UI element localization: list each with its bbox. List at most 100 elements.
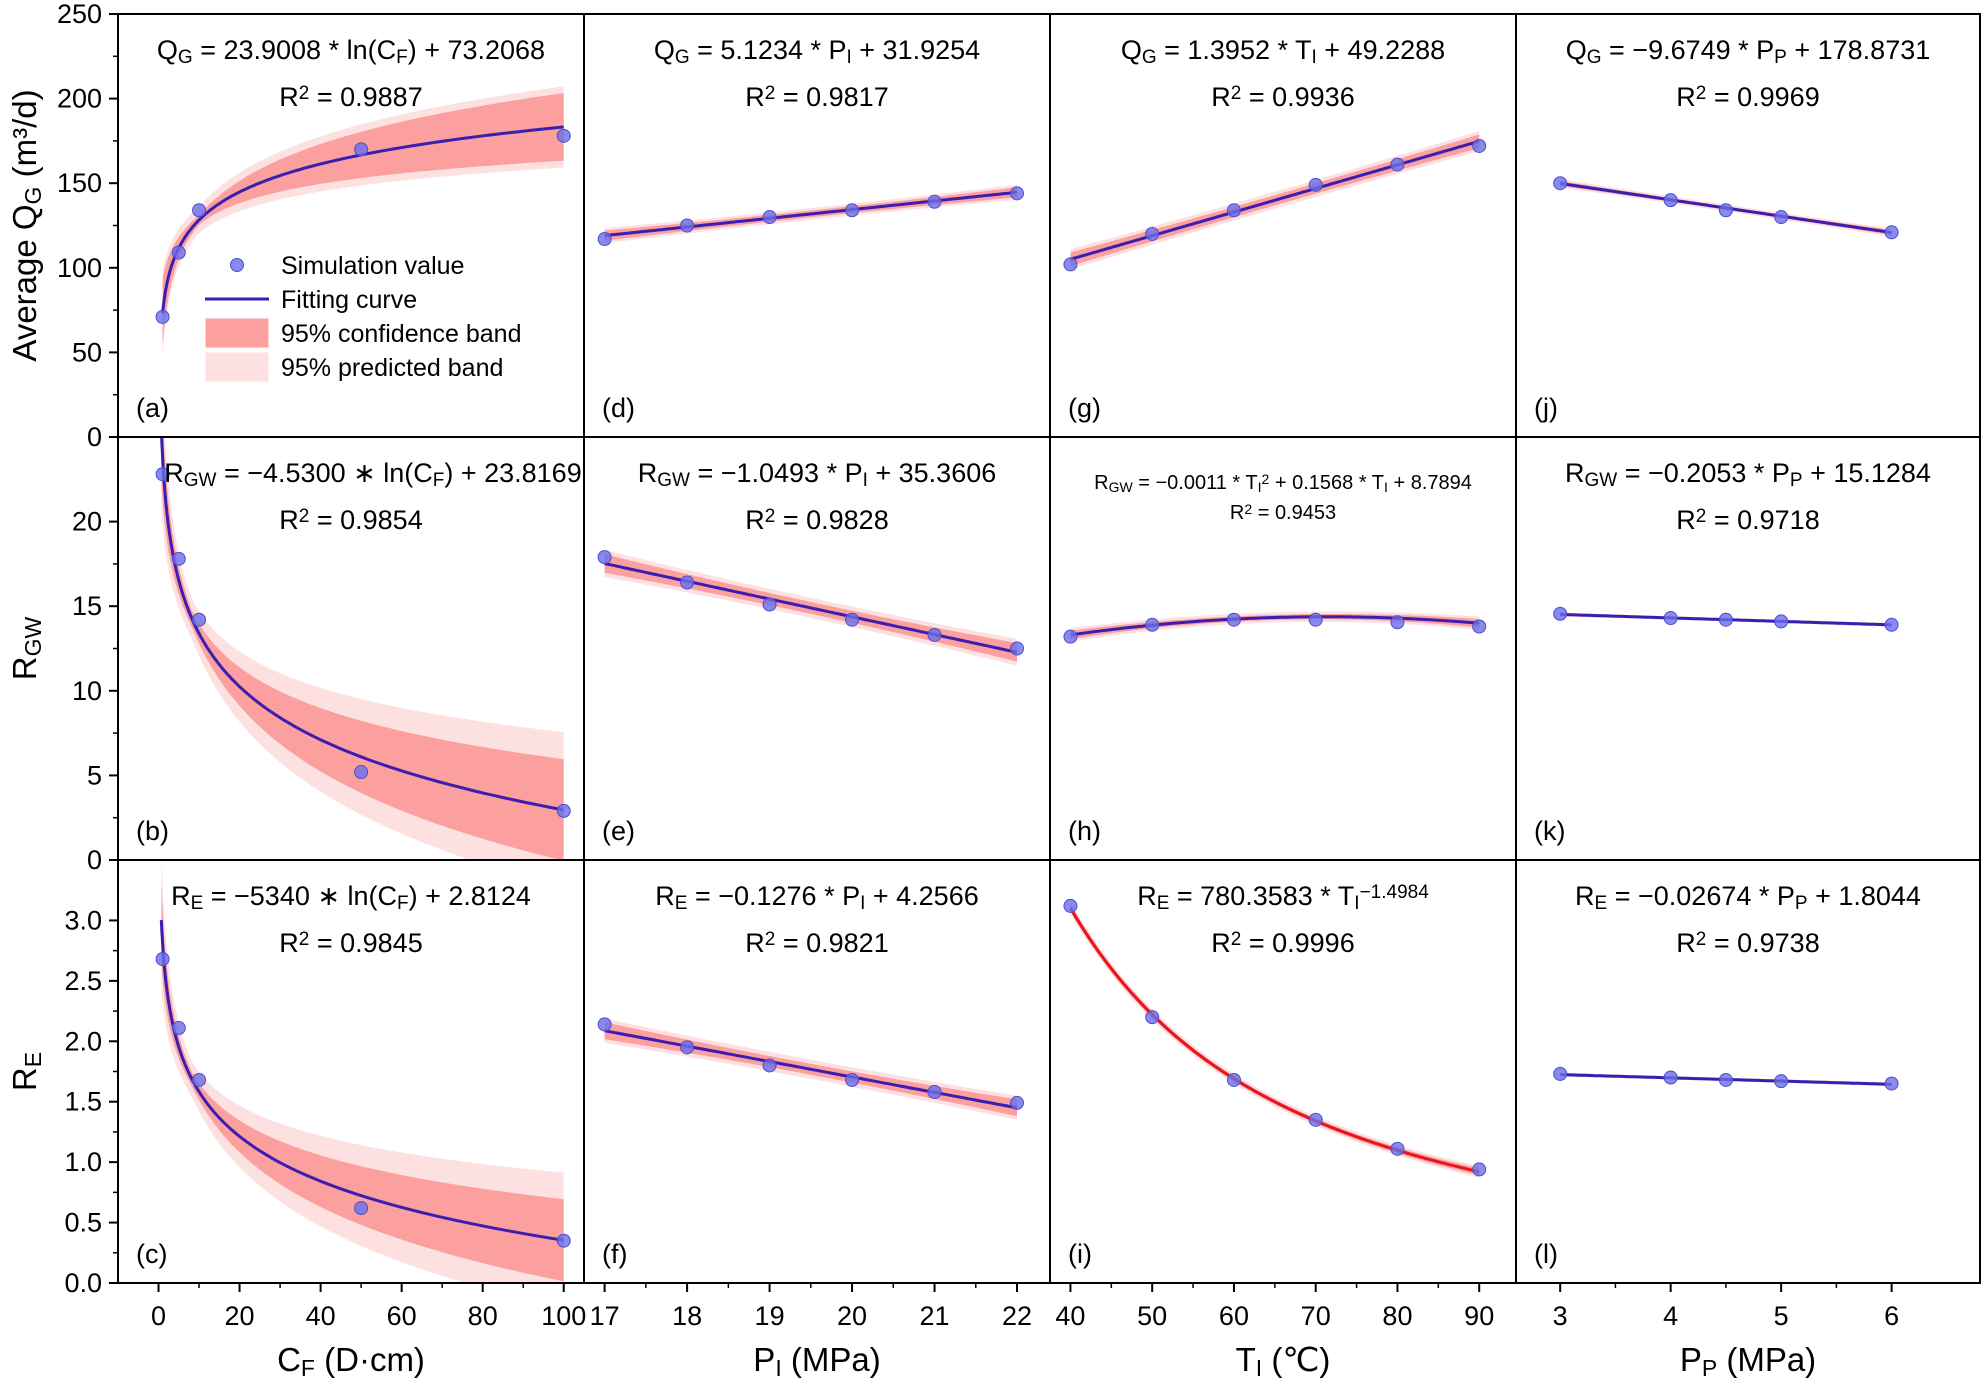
- equation-g-part: G: [1142, 47, 1157, 68]
- confidence-band-h: [1070, 614, 1480, 640]
- r-squared-l: R2 = 0.9738: [1676, 928, 1819, 958]
- r-squared-d: R2 = 0.9817: [745, 82, 888, 112]
- data-point-k: [1663, 611, 1678, 626]
- y-title-sub: G: [20, 187, 46, 205]
- equation-l-part: R: [1575, 881, 1595, 911]
- data-point-i: [1390, 1141, 1405, 1156]
- x-tick-label: 0: [151, 1301, 166, 1331]
- r2-exponent: 2: [765, 929, 776, 950]
- equation-i-part: −1.4984: [1360, 882, 1430, 903]
- data-point-e: [597, 550, 612, 565]
- x-axis-title-col-0: CF (D·cm): [277, 1341, 425, 1381]
- fitting-curve-d: [604, 190, 1018, 238]
- y-title-main: Average Q: [6, 204, 43, 361]
- equation-l-part: + 1.8044: [1808, 881, 1921, 911]
- data-point-h: [1063, 629, 1078, 644]
- r2-value: 0.9817: [806, 82, 889, 112]
- fitting-curve-f: [604, 1029, 1018, 1110]
- data-point-l: [1774, 1074, 1789, 1089]
- fitting-curve-a: [161, 125, 564, 314]
- x-tick-label: 90: [1464, 1301, 1494, 1331]
- data-point-c: [171, 1020, 186, 1035]
- y-tick-label: 0.0: [64, 1268, 102, 1298]
- r2-value: 0.9969: [1737, 82, 1820, 112]
- equation-d-part: G: [675, 47, 690, 68]
- y-tick-label: 5: [87, 760, 102, 790]
- legend-label: 95% confidence band: [281, 320, 521, 348]
- equation-e-part: = −1.0493 * P: [690, 458, 863, 488]
- data-point-j: [1663, 193, 1678, 208]
- equation-c-part: R: [171, 881, 191, 911]
- x-tick-label: 80: [1382, 1301, 1412, 1331]
- panel-label-k: (k): [1534, 816, 1565, 846]
- equation-a-part: F: [396, 47, 408, 68]
- legend-swatch-icon: [204, 351, 270, 383]
- data-point-j: [1774, 210, 1789, 225]
- equation-a-part: G: [178, 47, 193, 68]
- equation-h: RGW = −0.0011 * TI2 + 0.1568 * TI + 8.78…: [1094, 471, 1472, 495]
- equation-l-part: = −0.02674 * P: [1607, 881, 1795, 911]
- equation-j-part: + 178.8731: [1787, 35, 1930, 65]
- equation-k-part: = −0.2053 * P: [1617, 458, 1790, 488]
- x-tick-label: 70: [1301, 1301, 1331, 1331]
- r2-equals: =: [775, 928, 806, 958]
- data-point-h: [1145, 617, 1160, 632]
- y-title-sub: E: [20, 1052, 46, 1067]
- equation-e: RGW = −1.0493 * PI + 35.3606: [638, 458, 997, 491]
- r-squared-j: R2 = 0.9969: [1676, 82, 1819, 112]
- r2-exponent: 2: [299, 929, 310, 950]
- data-point-e: [680, 575, 695, 590]
- data-point-i: [1063, 898, 1078, 913]
- equation-i-part: = 780.3583 * T: [1169, 881, 1354, 911]
- data-point-l: [1553, 1066, 1568, 1081]
- equation-h-part: I: [1384, 479, 1388, 495]
- r2-letter: R: [279, 505, 299, 535]
- y-tick-label: 0: [87, 422, 102, 452]
- x-tick-label: 100: [541, 1301, 586, 1331]
- equation-e-part: + 35.3606: [868, 458, 996, 488]
- equation-g-part: I: [1312, 47, 1317, 68]
- x-tick-label: 19: [755, 1301, 785, 1331]
- data-point-f: [597, 1017, 612, 1032]
- r2-equals: =: [1706, 505, 1737, 535]
- data-point-a: [354, 142, 369, 157]
- x-title-sub: F: [301, 1355, 315, 1381]
- equation-b: RGW = −4.5300 ∗ ln(CF) + 23.8169: [164, 458, 581, 491]
- panel-frame-k: [1515, 436, 1981, 861]
- equation-f-part: + 4.2566: [865, 881, 978, 911]
- y-tick-label: 1.0: [64, 1147, 102, 1177]
- fitting-curve-e: [604, 562, 1018, 654]
- data-point-l: [1718, 1072, 1733, 1087]
- data-point-h: [1308, 612, 1323, 627]
- data-point-g: [1226, 203, 1241, 218]
- x-title-unit: (MPa): [1717, 1341, 1816, 1378]
- y-tick-label: 0: [87, 845, 102, 875]
- x-title-unit: (MPa): [782, 1341, 881, 1378]
- data-point-h: [1390, 615, 1405, 630]
- data-point-d: [1010, 186, 1025, 201]
- panel-label-j: (j): [1534, 393, 1558, 423]
- data-point-i: [1308, 1112, 1323, 1127]
- y-tick-label: 200: [57, 84, 102, 114]
- equation-k-part: P: [1790, 470, 1803, 491]
- equation-a-part: = 23.9008 * ln(C: [193, 35, 396, 65]
- data-point-f: [762, 1058, 777, 1073]
- r-squared-h: R2 = 0.9453: [1230, 501, 1336, 524]
- equation-a-part: ) + 73.2068: [408, 35, 545, 65]
- points-layer: [155, 128, 1899, 1248]
- panel-frame-i: [1049, 859, 1517, 1284]
- r-squared-b: R2 = 0.9854: [279, 505, 422, 535]
- r2-value: 0.9828: [806, 505, 889, 535]
- data-point-k: [1718, 612, 1733, 627]
- equation-h-part: GW: [1109, 479, 1134, 495]
- data-point-j: [1884, 225, 1899, 240]
- data-point-g: [1472, 138, 1487, 153]
- equation-g-part: Q: [1121, 35, 1142, 65]
- equation-b-part: R: [164, 458, 184, 488]
- data-point-a: [556, 128, 571, 143]
- x-tick-label: 60: [1219, 1301, 1249, 1331]
- x-tick-label: 50: [1137, 1301, 1167, 1331]
- legend-swatch-icon: [204, 317, 270, 349]
- equation-i-part: I: [1354, 893, 1359, 914]
- data-point-c: [192, 1072, 207, 1087]
